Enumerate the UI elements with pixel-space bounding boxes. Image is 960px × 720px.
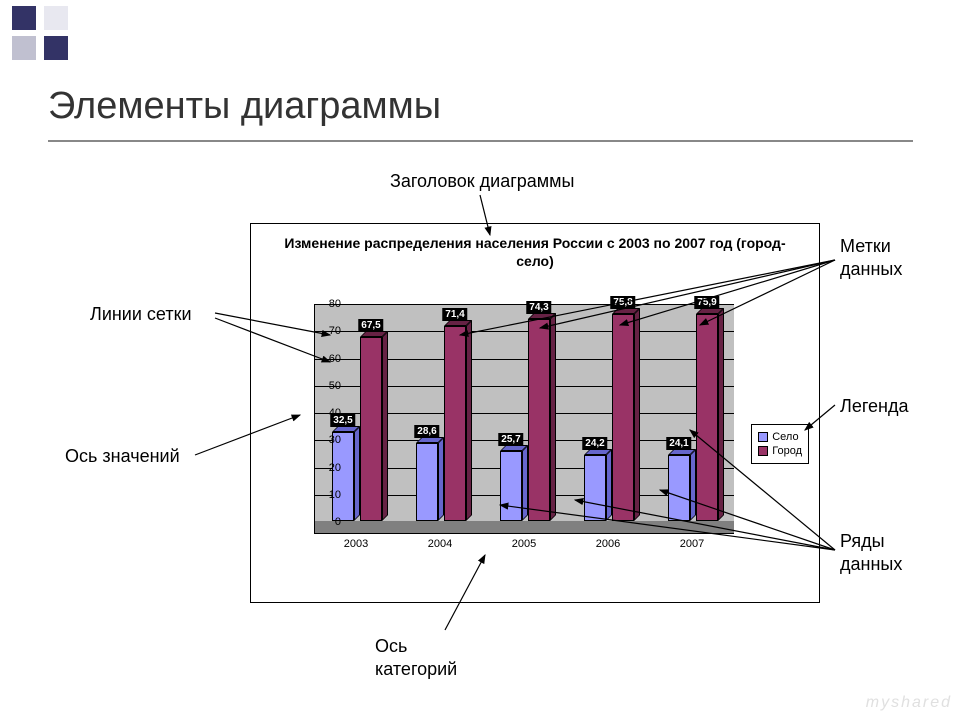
y-tick-label: 40 bbox=[329, 407, 341, 419]
data-label: 25,7 bbox=[498, 433, 523, 446]
data-label: 67,5 bbox=[358, 319, 383, 332]
data-label: 75,8 bbox=[610, 296, 635, 309]
bar bbox=[612, 314, 634, 521]
plot-floor bbox=[315, 521, 734, 533]
header-decor-bottom bbox=[12, 36, 68, 60]
y-tick-label: 0 bbox=[335, 516, 341, 528]
legend-item: Село bbox=[758, 431, 802, 443]
x-tick-label: 2007 bbox=[680, 538, 704, 550]
data-label: 75,9 bbox=[694, 296, 719, 309]
chart-title: Изменение распределения населения России… bbox=[251, 224, 819, 276]
legend-item: Город bbox=[758, 445, 802, 457]
chart-legend: Село Город bbox=[751, 424, 809, 464]
data-label: 24,2 bbox=[582, 437, 607, 450]
bar bbox=[528, 319, 550, 521]
annotation-data-series: Ряды данных bbox=[840, 530, 902, 577]
chart-container: Изменение распределения населения России… bbox=[250, 223, 820, 603]
annotation-gridlines: Линии сетки bbox=[90, 303, 192, 326]
plot-wrapper: 32,567,528,671,425,774,324,275,824,175,9… bbox=[286, 304, 736, 554]
x-tick-label: 2006 bbox=[596, 538, 620, 550]
annotation-chart-title: Заголовок диаграммы bbox=[390, 170, 574, 193]
y-tick-label: 50 bbox=[329, 380, 341, 392]
bar bbox=[416, 443, 438, 521]
decor-square bbox=[44, 6, 68, 30]
decor-square bbox=[44, 36, 68, 60]
plot-area: 32,567,528,671,425,774,324,275,824,175,9 bbox=[314, 304, 734, 534]
bar bbox=[444, 326, 466, 521]
title-underline bbox=[48, 140, 913, 142]
y-tick-label: 10 bbox=[329, 489, 341, 501]
bar bbox=[360, 337, 382, 521]
legend-swatch bbox=[758, 446, 768, 456]
y-tick-label: 70 bbox=[329, 325, 341, 337]
annotation-value-axis: Ось значений bbox=[65, 445, 180, 468]
y-tick-label: 80 bbox=[329, 298, 341, 310]
x-tick-label: 2004 bbox=[428, 538, 452, 550]
data-label: 74,3 bbox=[526, 301, 551, 314]
bar bbox=[500, 451, 522, 521]
y-tick-label: 30 bbox=[329, 434, 341, 446]
bar bbox=[668, 455, 690, 521]
legend-swatch bbox=[758, 432, 768, 442]
header-decor-top bbox=[12, 6, 68, 30]
data-label: 71,4 bbox=[442, 308, 467, 321]
bar bbox=[584, 455, 606, 521]
legend-label: Село bbox=[772, 431, 798, 443]
legend-label: Город bbox=[772, 445, 802, 457]
decor-square bbox=[12, 36, 36, 60]
annotation-category-axis: Ось категорий bbox=[375, 635, 457, 682]
watermark: myshared bbox=[866, 694, 952, 712]
y-tick-label: 60 bbox=[329, 353, 341, 365]
decor-square bbox=[12, 6, 36, 30]
slide-title: Элементы диаграммы bbox=[48, 85, 441, 128]
x-tick-label: 2003 bbox=[344, 538, 368, 550]
annotation-data-labels: Метки данных bbox=[840, 235, 902, 282]
data-label: 24,1 bbox=[666, 437, 691, 450]
gridline bbox=[315, 304, 734, 305]
bar bbox=[696, 314, 718, 521]
y-tick-label: 20 bbox=[329, 462, 341, 474]
x-tick-label: 2005 bbox=[512, 538, 536, 550]
annotation-legend: Легенда bbox=[840, 395, 908, 418]
data-label: 28,6 bbox=[414, 425, 439, 438]
